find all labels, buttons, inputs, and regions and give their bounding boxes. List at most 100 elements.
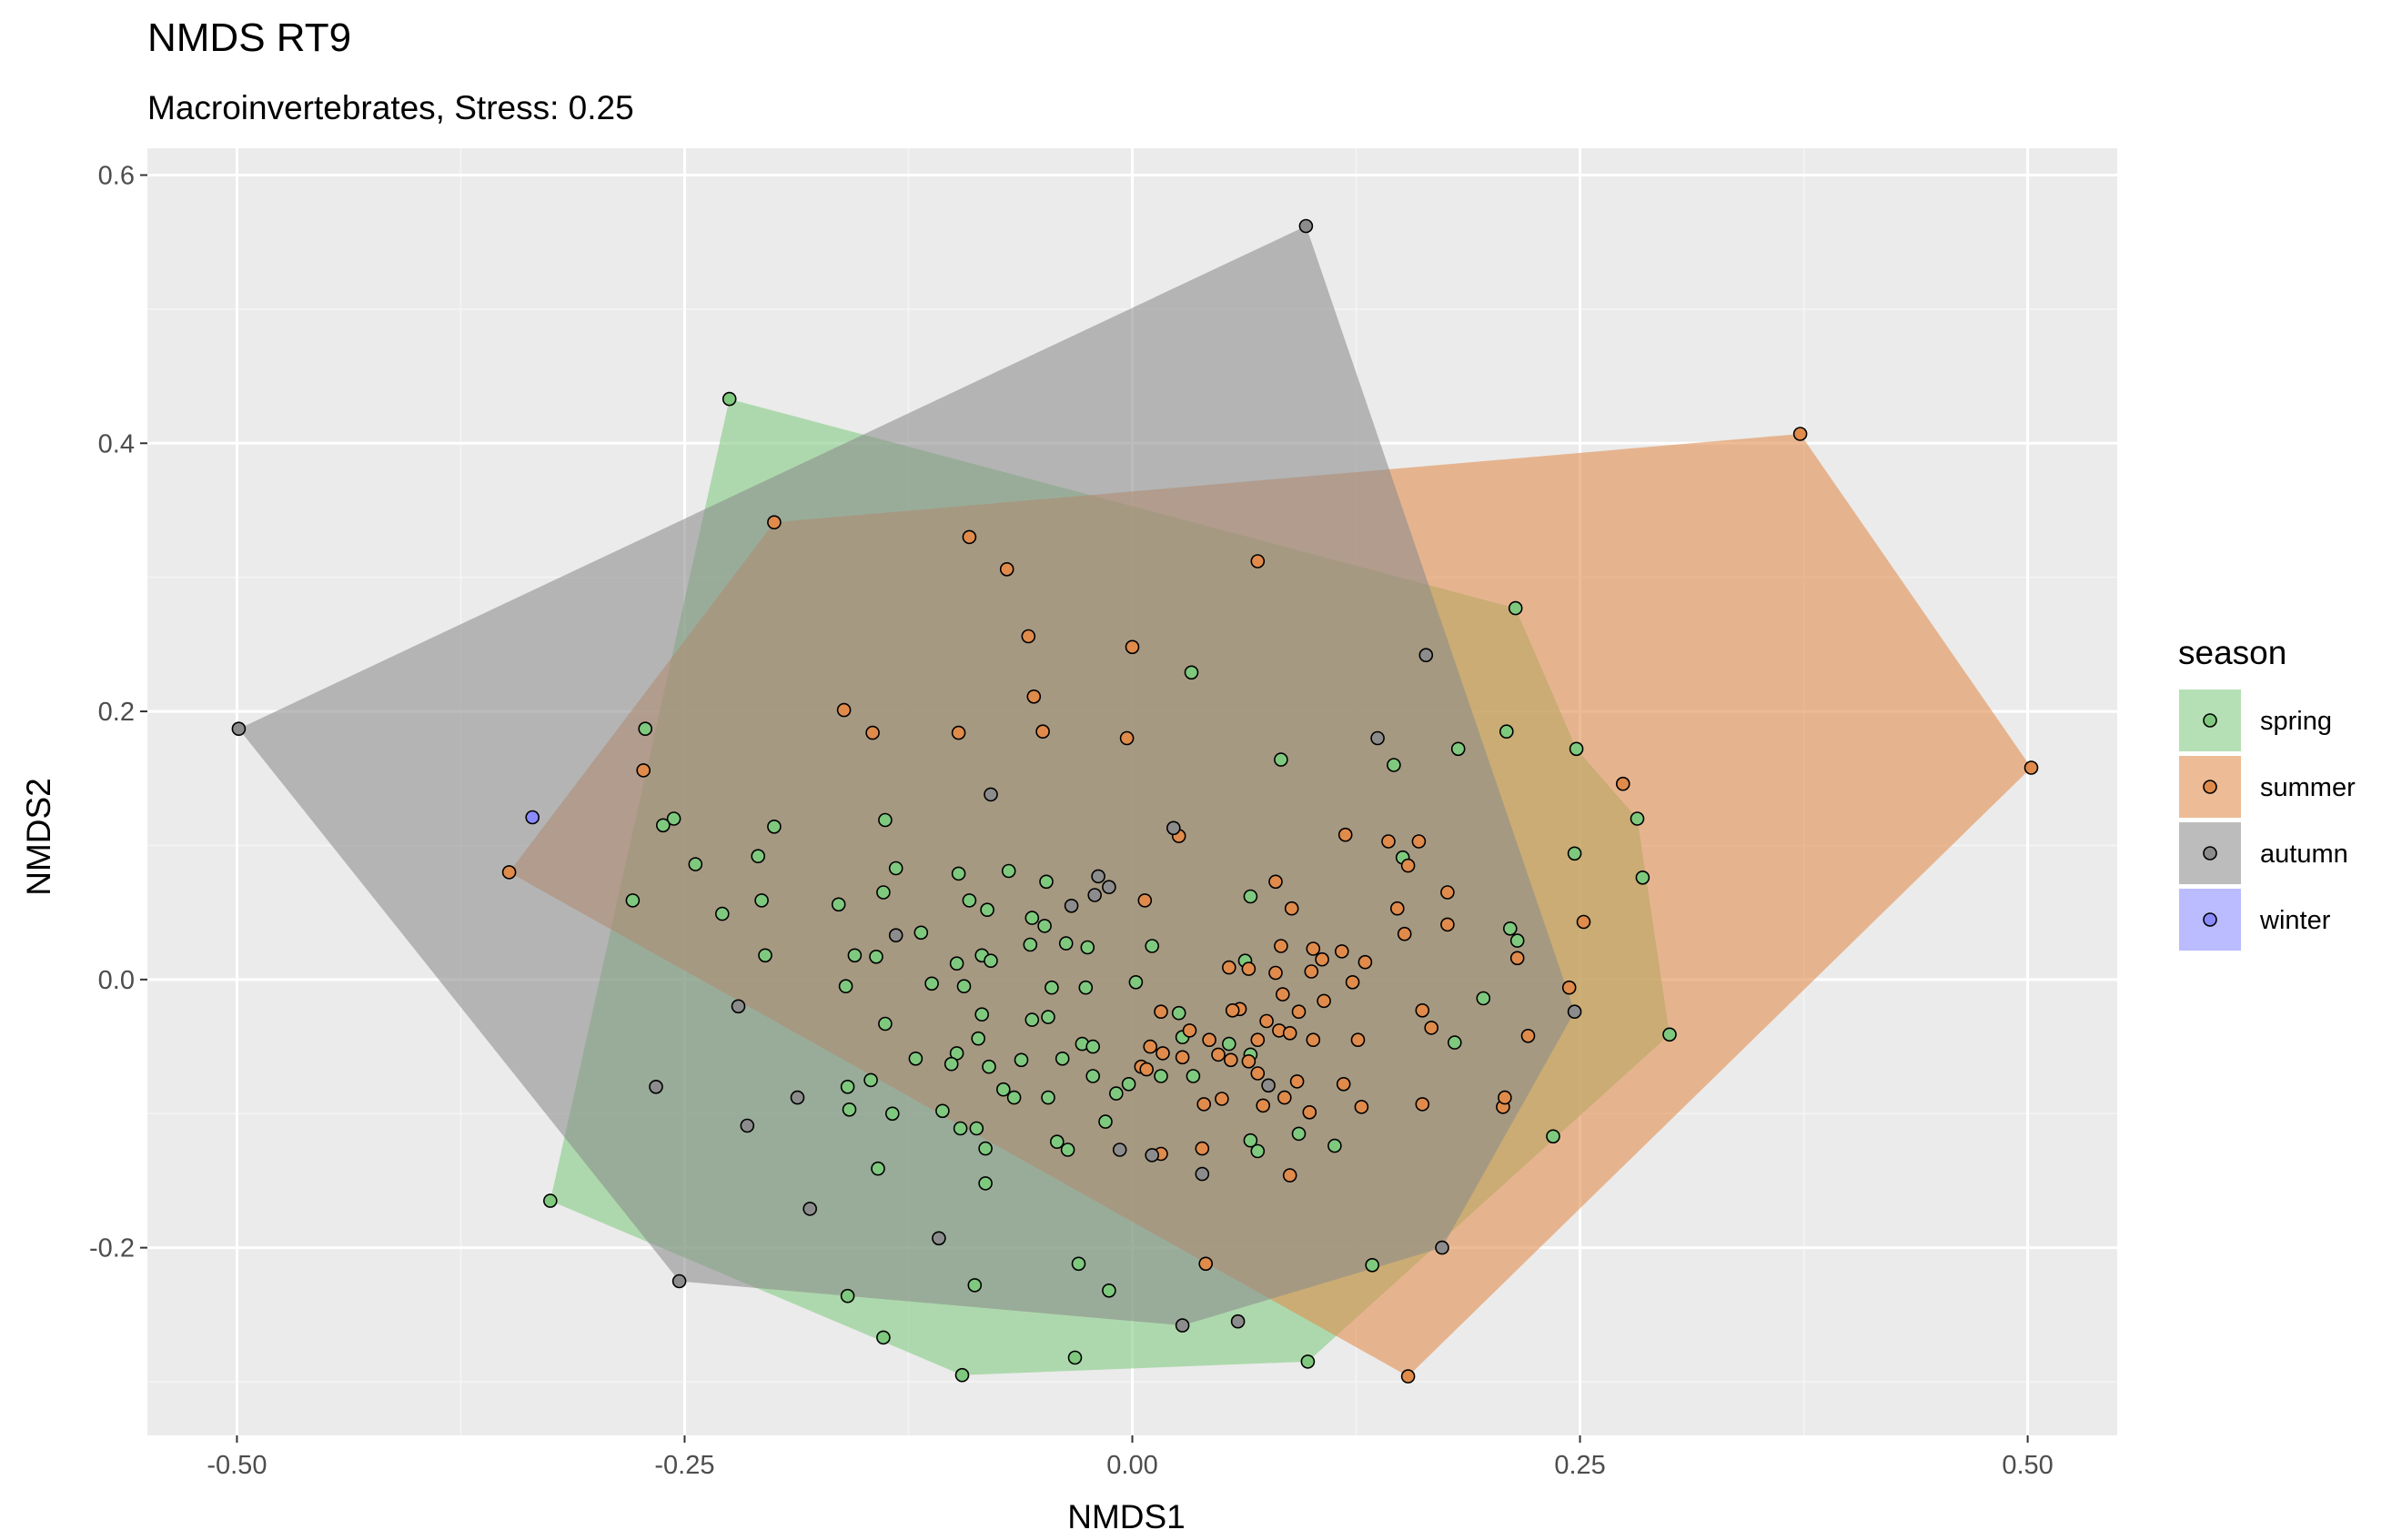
y-tick-label: 0.4 (98, 429, 135, 458)
summer-point (1250, 554, 1266, 569)
legend-label-spring: spring (2260, 707, 2332, 736)
spring-point (1085, 1069, 1100, 1083)
summer-point (836, 702, 852, 718)
summer-point (1119, 730, 1135, 746)
spring-point (847, 948, 863, 963)
summer-point (1139, 1062, 1154, 1077)
spring-point (1041, 1090, 1055, 1105)
summer-point (2024, 760, 2039, 775)
autumn-point (1418, 648, 1434, 663)
spring-point (1300, 1354, 1316, 1369)
spring-point (1085, 1039, 1100, 1054)
autumn-point (932, 1231, 946, 1246)
data-points (231, 218, 2039, 1384)
summer-point (501, 865, 517, 880)
spring-point (831, 897, 846, 912)
legend-point-spring (2203, 713, 2217, 728)
summer-point (1616, 776, 1630, 791)
spring-point (978, 1176, 993, 1191)
summer-point (1143, 1039, 1157, 1054)
summer-point (1520, 1029, 1536, 1043)
spring-point (1078, 980, 1094, 995)
autumn-point (1195, 1166, 1210, 1182)
spring-point (978, 1141, 993, 1156)
spring-point (1662, 1027, 1677, 1042)
spring-point (838, 979, 853, 993)
autumn-point (1091, 869, 1105, 884)
spring-point (1006, 1090, 1022, 1105)
spring-point (767, 819, 782, 834)
summer-point (1397, 926, 1412, 941)
summer-point (1256, 1098, 1270, 1113)
summer-point (1317, 993, 1331, 1009)
spring-point (954, 1367, 970, 1383)
spring-point (666, 811, 681, 826)
spring-point (542, 1193, 558, 1208)
spring-point (974, 1007, 989, 1022)
spring-point (1184, 665, 1199, 680)
spring-point (924, 976, 939, 991)
summer-point (1306, 1032, 1321, 1047)
summer-point (1198, 1256, 1213, 1272)
spring-point (1476, 991, 1491, 1006)
autumn-point (1175, 1318, 1190, 1333)
y-axis-title: NMDS2 (20, 778, 57, 896)
summer-point (1224, 1052, 1238, 1068)
spring-point (863, 1072, 878, 1088)
spring-point (1186, 1069, 1201, 1083)
autumn-point (1145, 1148, 1159, 1163)
spring-point (878, 1016, 893, 1032)
summer-point (1302, 1105, 1317, 1120)
spring-point (1024, 1012, 1040, 1027)
spring-point (884, 1106, 900, 1122)
legend-label-summer: summer (2260, 773, 2356, 802)
summer-point (1440, 917, 1455, 932)
spring-point (1509, 933, 1525, 948)
summer-point (1315, 951, 1329, 967)
summer-point (1156, 1046, 1170, 1061)
spring-point (1274, 752, 1288, 767)
summer-point (1390, 901, 1405, 916)
autumn-point (888, 928, 903, 942)
spring-point (1154, 1069, 1168, 1083)
spring-point (913, 925, 929, 941)
summer-point (1509, 951, 1525, 966)
legend-point-autumn (2203, 846, 2217, 861)
spring-point (1508, 600, 1523, 616)
spring-point (1145, 939, 1159, 953)
x-tick-label: 0.50 (2002, 1451, 2053, 1480)
spring-point (878, 812, 893, 828)
autumn-point (649, 1080, 663, 1094)
summer-point (1268, 874, 1283, 890)
spring-point (871, 1161, 885, 1176)
summer-point (1415, 1003, 1430, 1018)
spring-point (1365, 1258, 1379, 1273)
spring-point (967, 1278, 983, 1293)
summer-point (1026, 689, 1042, 704)
summer-point (1241, 961, 1257, 976)
spring-point (1503, 921, 1518, 936)
spring-point (1001, 863, 1016, 879)
spring-point (1014, 1052, 1029, 1068)
spring-point (840, 1080, 855, 1094)
spring-point (1023, 937, 1038, 952)
spring-point (1060, 1142, 1075, 1157)
spring-point (1243, 1132, 1258, 1148)
summer-point (1424, 1021, 1438, 1035)
autumn-point (671, 1273, 687, 1289)
summer-point (1289, 1074, 1305, 1089)
spring-point (1387, 758, 1401, 772)
legend-label-autumn: autumn (2260, 840, 2348, 869)
spring-point (1045, 980, 1059, 995)
legend: season spring summer autumn winter (2177, 634, 2356, 952)
summer-point (1241, 1054, 1257, 1069)
spring-point (1291, 1126, 1307, 1142)
y-tick-label: -0.2 (89, 1234, 135, 1263)
y-tick-label: 0.2 (98, 698, 135, 727)
summer-point (1222, 960, 1236, 975)
spring-point (1037, 919, 1052, 933)
x-axis-title: NMDS1 (1067, 1498, 1186, 1535)
summer-point (1225, 1003, 1240, 1018)
autumn-point (731, 999, 746, 1014)
autumn-point (1166, 820, 1181, 836)
